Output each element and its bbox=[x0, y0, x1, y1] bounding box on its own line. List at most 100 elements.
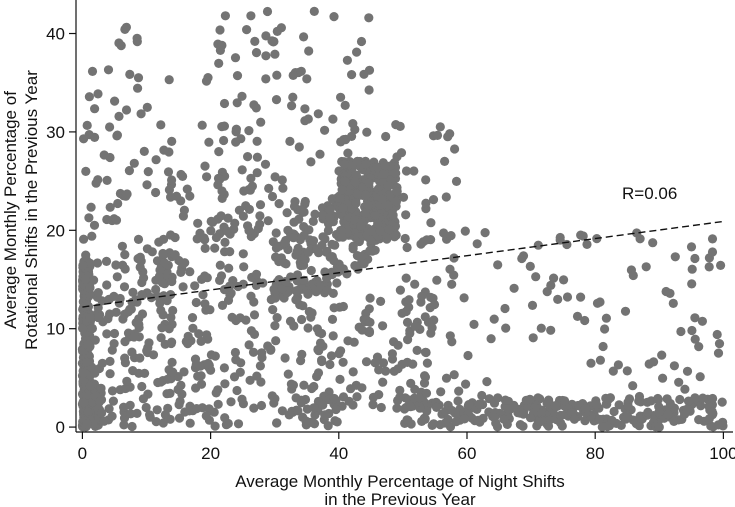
data-point bbox=[315, 281, 325, 292]
data-point bbox=[200, 243, 210, 253]
data-point bbox=[158, 310, 168, 320]
data-point bbox=[469, 319, 479, 329]
data-point bbox=[291, 393, 301, 403]
data-point bbox=[329, 303, 339, 313]
data-point bbox=[308, 236, 319, 246]
data-point bbox=[406, 419, 416, 429]
data-point bbox=[556, 410, 566, 420]
data-point bbox=[450, 144, 460, 154]
data-point bbox=[417, 416, 427, 426]
data-point bbox=[634, 391, 645, 402]
data-point bbox=[249, 403, 259, 413]
data-point bbox=[591, 400, 602, 410]
data-point bbox=[431, 402, 442, 412]
data-point bbox=[166, 312, 176, 322]
data-point bbox=[83, 407, 93, 417]
data-point bbox=[309, 403, 319, 413]
data-point bbox=[99, 416, 109, 426]
data-point bbox=[206, 350, 216, 360]
data-point bbox=[395, 385, 405, 395]
data-point bbox=[352, 156, 362, 166]
y-tick-label: 30 bbox=[46, 123, 65, 142]
data-point bbox=[220, 379, 230, 389]
data-point bbox=[128, 287, 138, 297]
data-point bbox=[480, 228, 490, 238]
data-point bbox=[109, 328, 120, 339]
data-point bbox=[168, 305, 178, 316]
scatter-points bbox=[77, 6, 728, 432]
data-point bbox=[344, 396, 354, 406]
data-point bbox=[249, 297, 259, 307]
data-point bbox=[356, 36, 367, 47]
data-point bbox=[87, 66, 98, 76]
x-tick-label: 60 bbox=[458, 444, 477, 463]
data-point bbox=[518, 409, 529, 419]
data-point bbox=[93, 312, 103, 323]
data-point bbox=[142, 346, 152, 356]
data-point bbox=[255, 219, 265, 229]
data-point bbox=[215, 174, 225, 184]
data-point bbox=[201, 76, 212, 86]
data-point bbox=[336, 92, 346, 102]
data-point bbox=[296, 66, 306, 76]
data-point bbox=[300, 104, 310, 114]
data-point bbox=[391, 197, 401, 207]
data-point bbox=[167, 337, 177, 347]
data-point bbox=[198, 290, 208, 300]
data-point bbox=[351, 198, 361, 208]
data-point bbox=[336, 137, 346, 147]
data-point bbox=[230, 53, 241, 63]
data-point bbox=[406, 378, 416, 388]
data-point bbox=[267, 191, 278, 202]
data-point bbox=[113, 198, 123, 209]
data-point bbox=[317, 240, 327, 250]
data-point bbox=[376, 296, 386, 306]
data-point bbox=[343, 148, 353, 158]
data-point bbox=[252, 136, 262, 146]
data-point bbox=[107, 411, 117, 421]
data-point bbox=[204, 404, 214, 414]
data-point bbox=[576, 292, 586, 302]
data-point bbox=[675, 394, 685, 405]
data-point bbox=[422, 358, 432, 368]
data-point bbox=[443, 132, 453, 142]
data-point bbox=[486, 334, 496, 344]
data-point bbox=[238, 249, 248, 259]
data-point bbox=[79, 398, 89, 408]
data-point bbox=[401, 306, 411, 317]
data-point bbox=[328, 331, 338, 341]
data-point bbox=[219, 363, 229, 373]
data-point bbox=[315, 338, 326, 348]
data-point bbox=[329, 393, 339, 404]
data-point bbox=[680, 409, 690, 419]
data-point bbox=[241, 315, 251, 325]
data-point bbox=[89, 220, 100, 230]
data-point bbox=[244, 340, 254, 350]
x-tick-label: 0 bbox=[78, 444, 87, 463]
data-point bbox=[338, 203, 348, 213]
data-point bbox=[421, 388, 432, 398]
data-point bbox=[544, 415, 555, 425]
data-point bbox=[159, 145, 169, 155]
data-point bbox=[82, 120, 92, 130]
data-point bbox=[185, 267, 195, 277]
data-point bbox=[272, 26, 282, 36]
data-point bbox=[628, 270, 638, 281]
data-point bbox=[643, 407, 653, 417]
data-point bbox=[560, 396, 570, 406]
data-point bbox=[527, 300, 538, 310]
data-point bbox=[279, 258, 290, 268]
data-point bbox=[328, 114, 338, 124]
data-point bbox=[361, 357, 372, 367]
data-point bbox=[193, 218, 203, 228]
data-point bbox=[81, 166, 91, 176]
data-point bbox=[251, 48, 262, 58]
data-point bbox=[147, 247, 157, 257]
data-point bbox=[124, 166, 134, 176]
data-point bbox=[401, 210, 411, 220]
data-point bbox=[217, 122, 227, 132]
data-point bbox=[271, 228, 281, 238]
data-point bbox=[80, 274, 91, 284]
data-point bbox=[482, 377, 492, 387]
data-point bbox=[244, 126, 254, 136]
